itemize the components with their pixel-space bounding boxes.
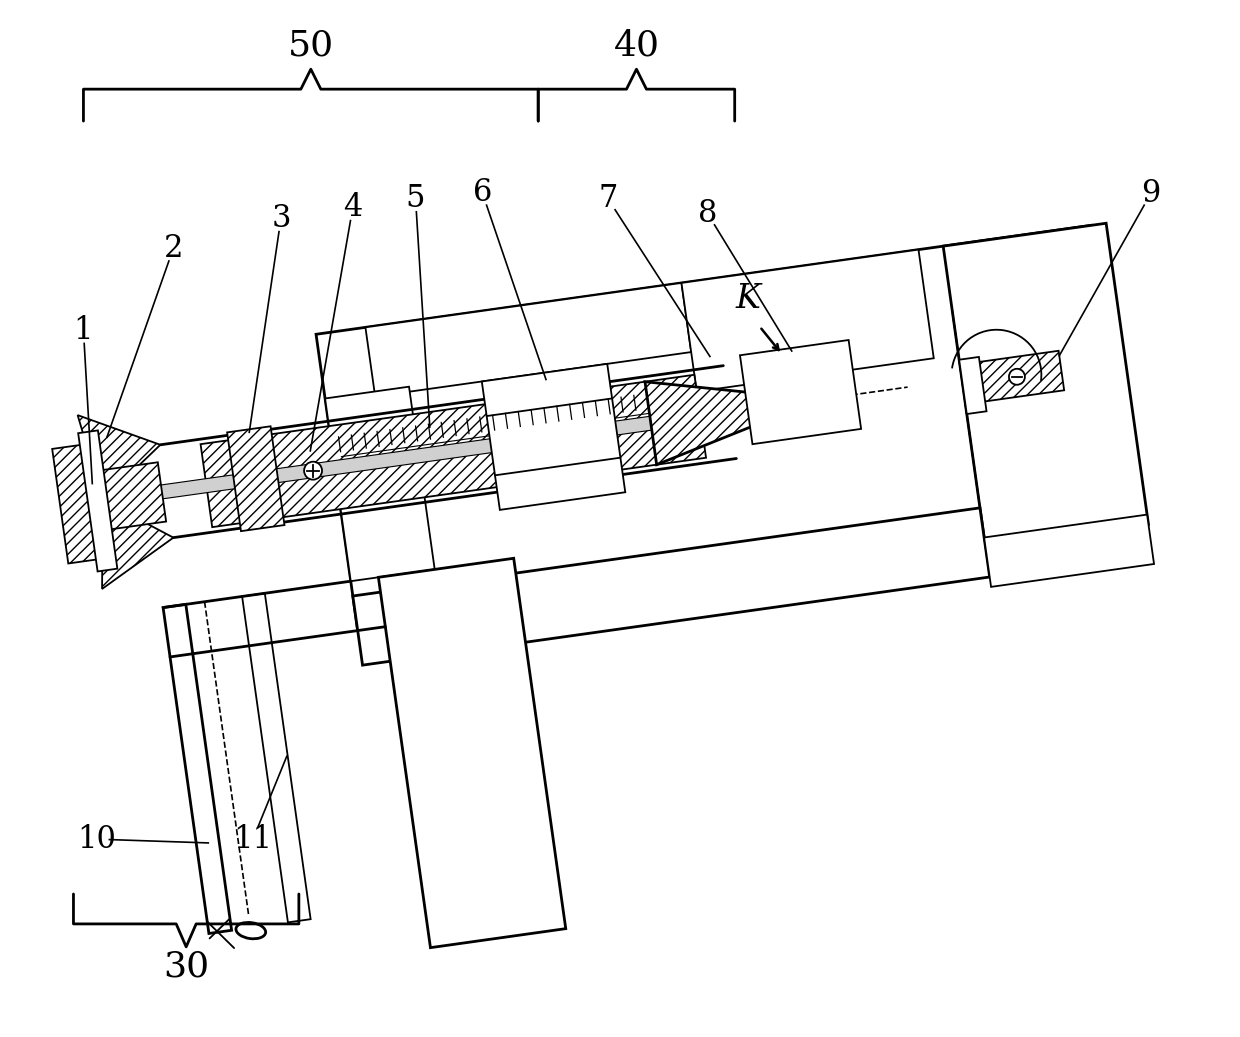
Text: 9: 9 <box>1141 178 1161 209</box>
Polygon shape <box>682 250 934 392</box>
Polygon shape <box>242 593 311 922</box>
Polygon shape <box>78 430 118 571</box>
Text: 3: 3 <box>272 203 290 234</box>
Text: 30: 30 <box>164 950 210 984</box>
Text: 6: 6 <box>472 177 492 208</box>
Circle shape <box>304 461 322 480</box>
Polygon shape <box>645 382 818 465</box>
Text: K: K <box>735 283 760 314</box>
Text: 1: 1 <box>73 315 93 346</box>
Polygon shape <box>978 225 1100 306</box>
Text: 11: 11 <box>233 823 273 854</box>
Polygon shape <box>94 395 800 508</box>
Polygon shape <box>78 415 160 500</box>
Polygon shape <box>316 225 1133 630</box>
Ellipse shape <box>236 923 265 938</box>
Polygon shape <box>970 351 1064 402</box>
Text: 7: 7 <box>599 184 618 215</box>
Polygon shape <box>740 340 861 444</box>
Polygon shape <box>201 374 706 527</box>
Polygon shape <box>482 364 625 510</box>
Text: 5: 5 <box>405 184 425 215</box>
Text: 8: 8 <box>698 198 718 229</box>
Text: 40: 40 <box>614 28 660 62</box>
Text: 50: 50 <box>288 28 334 62</box>
Polygon shape <box>227 426 284 531</box>
Polygon shape <box>102 500 174 589</box>
Polygon shape <box>944 223 1148 548</box>
Polygon shape <box>960 357 987 414</box>
Polygon shape <box>325 387 435 581</box>
Polygon shape <box>378 558 565 948</box>
Text: 10: 10 <box>77 823 115 854</box>
Text: 2: 2 <box>164 233 184 264</box>
Polygon shape <box>164 605 232 933</box>
Polygon shape <box>366 283 691 396</box>
Polygon shape <box>985 514 1154 587</box>
Polygon shape <box>52 444 108 563</box>
Polygon shape <box>92 463 166 531</box>
Circle shape <box>1009 369 1025 385</box>
Polygon shape <box>353 508 990 665</box>
Text: 4: 4 <box>343 192 362 223</box>
